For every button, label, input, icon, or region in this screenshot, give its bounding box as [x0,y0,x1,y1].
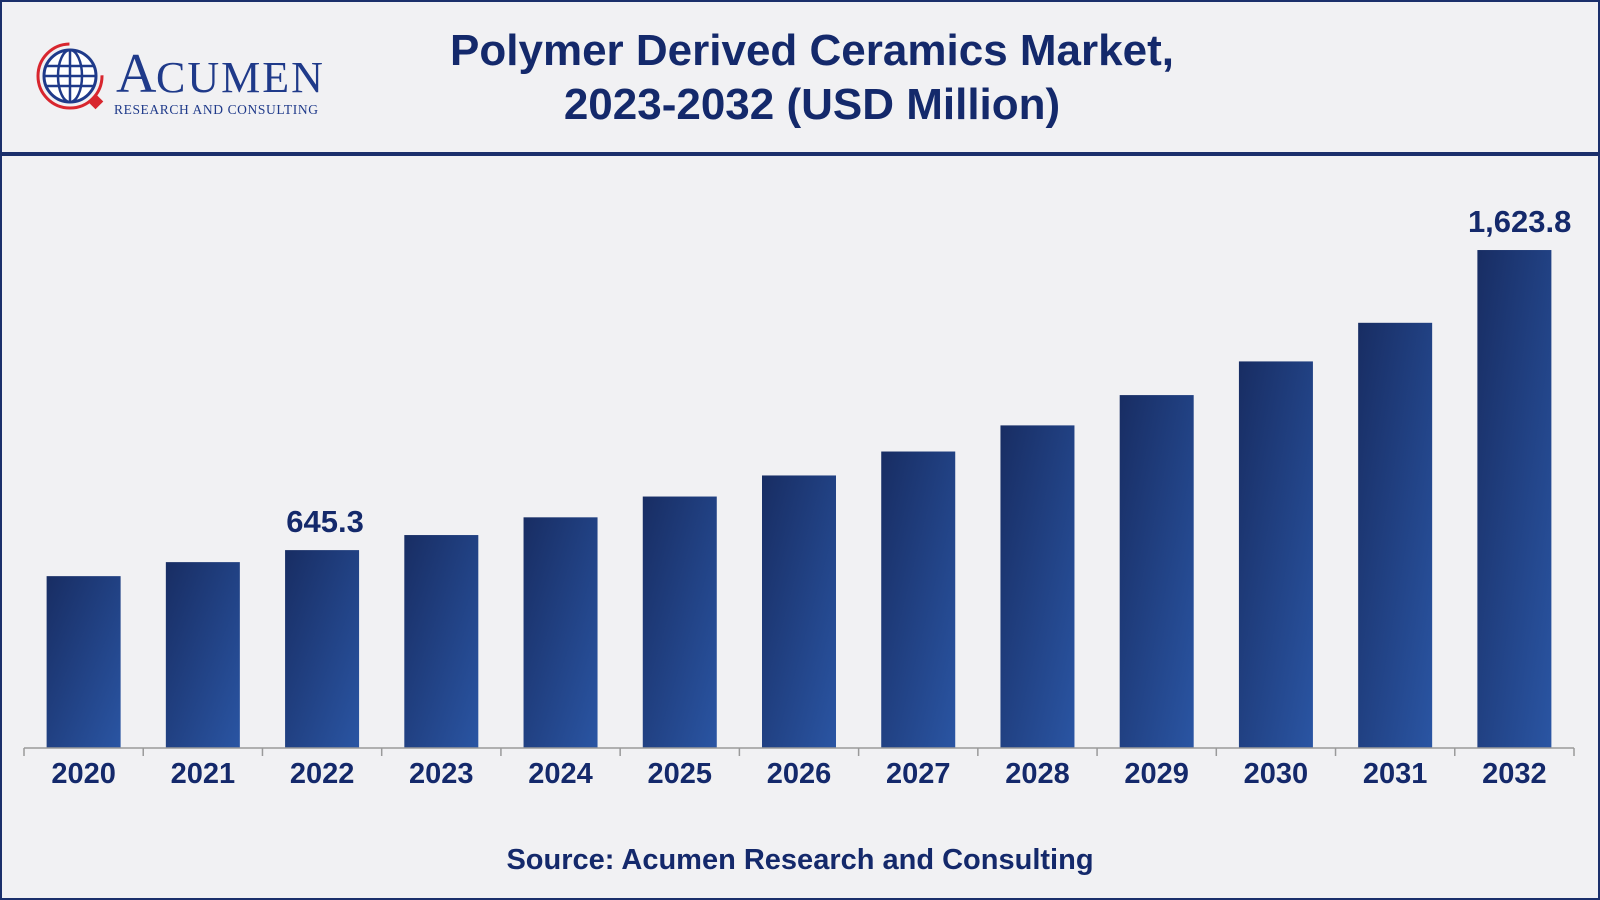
x-tick-label: 2026 [767,758,832,790]
logo-subtitle: RESEARCH AND CONSULTING [114,102,319,117]
data-label-2032: 1,623.8 [1468,204,1571,239]
bar-2023 [404,535,479,748]
logo-wordmark-text: A CUMEN [116,43,325,105]
bar-2024 [523,517,598,748]
bar-2020 [46,576,121,748]
chart-title-line2: 2023-2032 (USD Million) [563,80,1061,129]
x-tick-label: 2031 [1363,758,1428,790]
svg-text:A: A [116,46,157,102]
bar-2025 [642,496,717,748]
chart-title-line1: Polymer Derived Ceramics Market, [450,26,1174,75]
x-tick-label: 2020 [51,758,116,790]
globe-icon [36,42,104,110]
x-tick-label: 2022 [290,758,355,790]
x-tick-label: 2028 [1005,758,1070,790]
x-tick-label: 2021 [171,758,236,790]
acumen-logo: A CUMEN RESEARCH AND CONSULTING [34,40,364,120]
bar-2028 [1000,425,1075,748]
x-tick-label: 2027 [886,758,951,790]
data-label-2022: 645.3 [286,504,364,539]
logo-wordmark: A CUMEN [116,43,366,112]
x-axis [23,747,1575,756]
source-note: Source: Acumen Research and Consulting [506,844,1094,876]
x-tick-label: 2029 [1124,758,1189,790]
header: A CUMEN RESEARCH AND CONSULTING Polymer … [2,2,1598,156]
svg-text:CUMEN: CUMEN [156,53,325,102]
x-tick-label: 2030 [1244,758,1309,790]
data-labels: 645.3 1,623.8 [286,204,1571,539]
chart-title: Polymer Derived Ceramics Market, 2023-20… [402,24,1222,132]
bars-group [46,250,1552,748]
x-tick-label: 2025 [648,758,713,790]
bar-2021 [165,562,240,748]
x-tick-label: 2024 [528,758,593,790]
bar-2031 [1358,322,1433,748]
bar-2022 [285,550,360,748]
x-tick-labels: 2020 2021 2022 2023 2024 2025 2026 2027 2028 2029… [51,758,1546,790]
x-tick-label: 2032 [1482,758,1547,790]
bar-2026 [762,475,836,748]
bar-2027 [881,451,956,748]
bar-2032 [1477,250,1552,748]
x-tick-label: 2023 [409,758,474,790]
bar-2029 [1119,395,1194,748]
bar-2030 [1238,361,1313,748]
